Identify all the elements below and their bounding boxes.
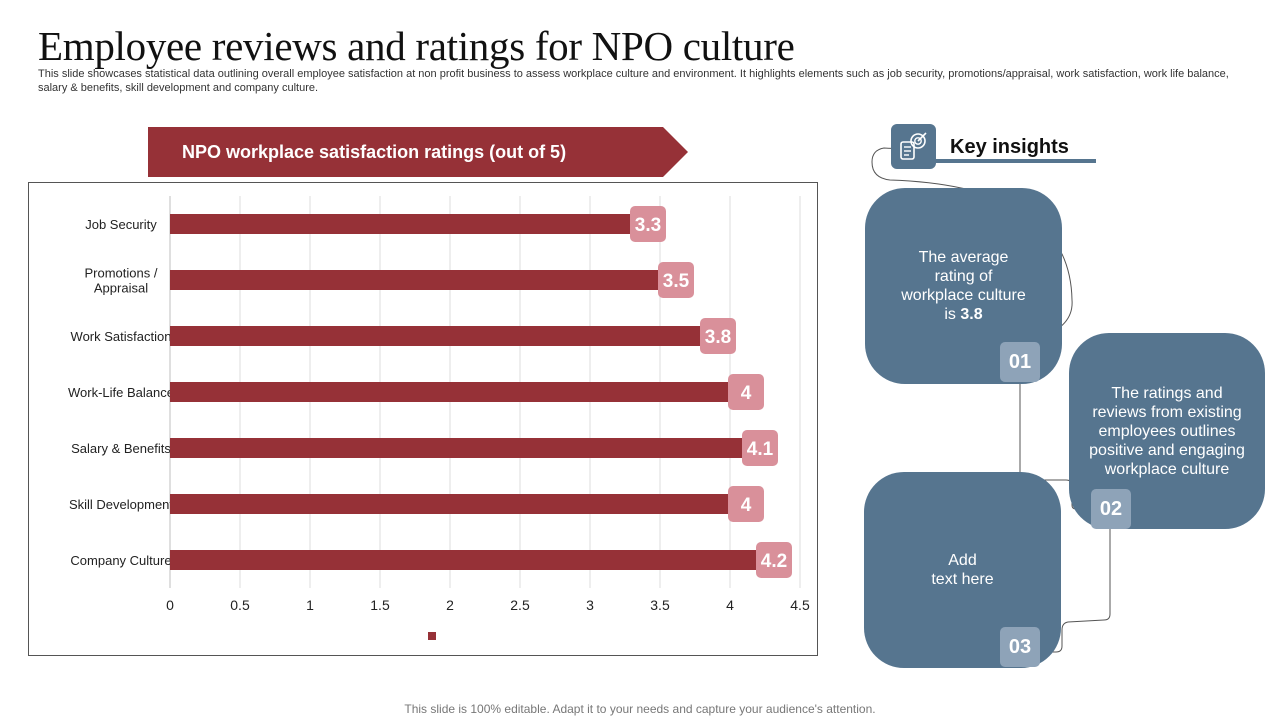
data-label: 4 — [741, 383, 752, 404]
x-tick-label: 0.5 — [230, 597, 250, 613]
bar — [170, 214, 632, 234]
bar — [170, 550, 758, 570]
category-label: Work Satisfaction — [71, 329, 172, 344]
x-tick-label: 3.5 — [650, 597, 670, 613]
page-title: Employee reviews and ratings for NPO cul… — [38, 23, 795, 69]
analytics-target-icon — [891, 124, 936, 169]
page-subtitle: This slide showcases statistical data ou… — [38, 68, 1229, 94]
data-label: 3.5 — [663, 271, 690, 292]
category-label: Salary & Benefits — [71, 441, 171, 456]
data-label-box — [658, 262, 694, 298]
category-label: Skill Development — [69, 497, 173, 512]
insight-number-2: 02 — [1091, 489, 1131, 529]
data-label-box — [742, 430, 778, 466]
x-tick-label: 1.5 — [370, 597, 390, 613]
category-label: Promotions / Appraisal — [85, 266, 158, 296]
x-tick-label: 2 — [446, 597, 454, 613]
x-tick-label: 4.5 — [790, 597, 810, 613]
chart-frame: 0 0.5 1 1.5 2 2.5 3 3.5 4 4.5 Job Security 3.3 Promo… — [28, 182, 818, 656]
category-label: Company Culture — [70, 553, 171, 568]
bar-chart: 0 0.5 1 1.5 2 2.5 3 3.5 4 4.5 Job Security 3.3 Promo… — [68, 196, 810, 613]
chart-title: NPO workplace satisfaction ratings (out … — [182, 142, 567, 162]
chart-title-banner: NPO workplace satisfaction ratings (out … — [148, 127, 688, 177]
x-tick-label: 4 — [726, 597, 734, 613]
legend-marker — [428, 632, 436, 640]
data-label: 3.8 — [705, 327, 731, 348]
insight-card-1-highlight: 3.8 — [960, 306, 983, 323]
data-label-box — [728, 486, 764, 522]
insight-card-2-text: The ratings and reviews from existing em… — [1089, 384, 1245, 478]
data-label: 4 — [741, 495, 752, 516]
x-tick-label: 1 — [306, 597, 314, 613]
data-label-box — [700, 318, 736, 354]
data-label-box — [728, 374, 764, 410]
bar — [170, 382, 730, 402]
insight-card-3-text: Add text here — [931, 552, 994, 588]
insight-number-3: 03 — [1000, 627, 1040, 667]
key-insights-underline — [936, 159, 1096, 163]
x-tick-label: 3 — [586, 597, 594, 613]
x-tick-label: 2.5 — [510, 597, 530, 613]
bar — [170, 270, 660, 290]
category-label: Work-Life Balance — [68, 385, 174, 400]
insight-number-1: 01 — [1000, 342, 1040, 382]
data-label: 4.1 — [747, 439, 774, 460]
category-label: Job Security — [85, 217, 157, 232]
bar — [170, 326, 702, 346]
key-insights-title: Key insights — [950, 136, 1069, 158]
footer-note: This slide is 100% editable. Adapt it to… — [404, 702, 876, 716]
insight-card-1-text: The average rating of workplace culture … — [901, 249, 1026, 323]
data-label-box — [756, 542, 792, 578]
bar — [170, 438, 744, 458]
bar — [170, 494, 730, 514]
x-tick-label: 0 — [166, 597, 174, 613]
data-label: 4.2 — [761, 551, 787, 572]
data-label: 3.3 — [635, 215, 661, 236]
data-label-box — [630, 206, 666, 242]
